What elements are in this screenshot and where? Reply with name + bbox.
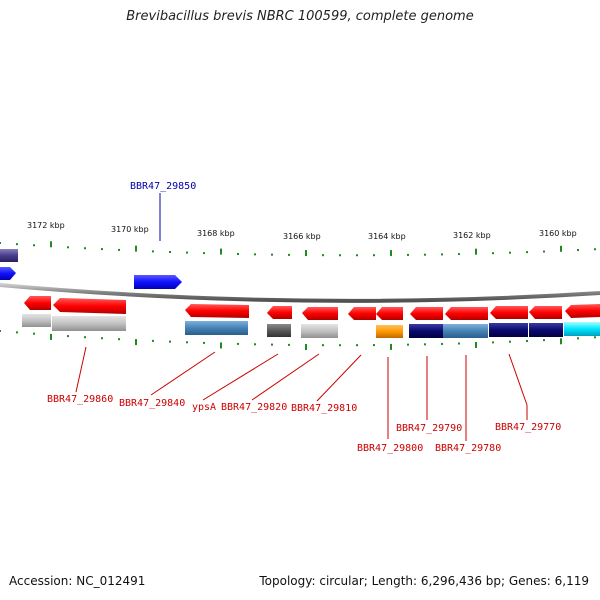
tick-label: 3168 kbp [197, 229, 235, 238]
gene-label-bbr47-29800[interactable]: BBR47_29800 [357, 443, 423, 454]
tick-marks-inner [0, 330, 596, 351]
gene-reverse[interactable] [565, 304, 600, 318]
gene-label-bbr47-29820[interactable]: BBR47_29820 [221, 402, 287, 413]
tick-label: 3170 kbp [111, 225, 149, 234]
gene-label-bbr47-29840[interactable]: BBR47_29840 [119, 398, 185, 409]
gene-forward[interactable] [0, 249, 18, 262]
annotation-box [52, 316, 126, 331]
annotation-box [185, 321, 248, 335]
annotation-box [409, 324, 443, 338]
gene-label-bbr47-29850[interactable]: BBR47_29850 [130, 181, 196, 192]
callout-line [202, 353, 279, 401]
annotation-box [376, 325, 403, 338]
annotation-box [267, 324, 291, 337]
gene-reverse[interactable] [267, 306, 292, 319]
gene-reverse[interactable] [410, 307, 443, 320]
tick-label: 3162 kbp [453, 231, 491, 240]
annotation-box [301, 324, 338, 338]
gene-reverse[interactable] [529, 306, 562, 319]
annotation-boxes [22, 314, 600, 338]
gene-label-bbr47-29780[interactable]: BBR47_29780 [435, 443, 501, 454]
gene-reverse[interactable] [53, 298, 126, 314]
map-title: Brevibacillus brevis NBRC 100599, comple… [126, 9, 474, 24]
annotation-box [529, 323, 563, 337]
gene-label-bbr47-29860[interactable]: BBR47_29860 [47, 394, 113, 405]
gene-label-ypsa[interactable]: ypsA [192, 402, 216, 413]
gene-reverse[interactable] [185, 304, 249, 318]
tick-label: 3166 kbp [283, 232, 321, 241]
gene-label-bbr47-29790[interactable]: BBR47_29790 [396, 423, 462, 434]
genome-summary-text: Topology: circular; Length: 6,296,436 bp… [259, 574, 589, 588]
callout-line [150, 351, 216, 396]
gene-forward-bbr47-29850[interactable] [134, 275, 182, 289]
reverse-genes [24, 296, 600, 320]
tick-label: 3164 kbp [368, 232, 406, 241]
annotation-box [564, 322, 600, 336]
callout-line [251, 353, 320, 401]
gene-forward[interactable] [0, 267, 16, 280]
genome-backbone [0, 283, 600, 303]
gene-label-bbr47-29810[interactable]: BBR47_29810 [291, 403, 357, 414]
gene-reverse[interactable] [302, 307, 338, 320]
callout-line [508, 353, 528, 406]
gene-reverse[interactable] [376, 307, 403, 320]
callout-line [75, 346, 87, 393]
callout-line [316, 354, 362, 402]
gene-label-bbr47-29770[interactable]: BBR47_29770 [495, 422, 561, 433]
gene-reverse[interactable] [348, 307, 376, 320]
gene-reverse[interactable] [490, 306, 528, 319]
accession-text: Accession: NC_012491 [9, 574, 146, 588]
tick-label: 3172 kbp [27, 221, 65, 230]
tick-marks-outer [0, 241, 596, 257]
annotation-box [489, 323, 528, 337]
gene-reverse[interactable] [24, 296, 51, 310]
annotation-box [443, 324, 488, 338]
annotation-box [22, 314, 51, 327]
gene-reverse[interactable] [445, 307, 488, 320]
tick-label: 3160 kbp [539, 229, 577, 238]
